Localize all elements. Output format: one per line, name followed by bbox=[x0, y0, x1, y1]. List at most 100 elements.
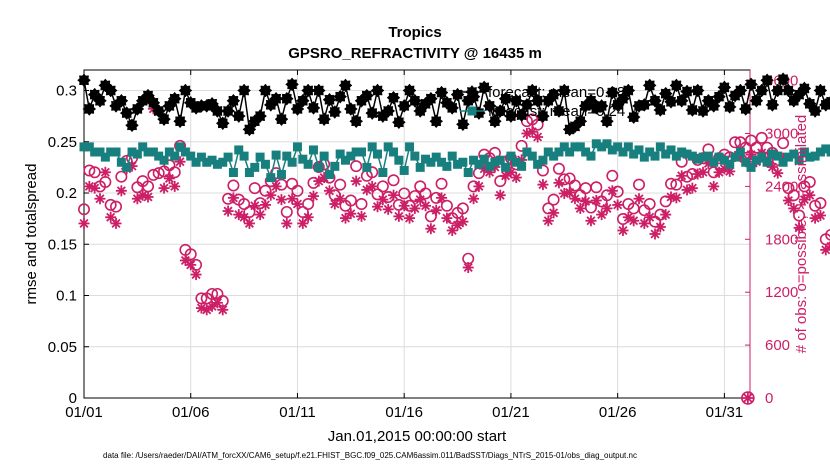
obs-assimilated-point bbox=[382, 203, 394, 215]
asterisk-stroke bbox=[314, 176, 324, 186]
obs-possible-point bbox=[440, 199, 453, 212]
rmse-point bbox=[717, 80, 732, 95]
asterisk-stroke bbox=[586, 216, 596, 226]
rmse-point bbox=[381, 104, 396, 118]
obs-possible-point bbox=[248, 182, 261, 195]
obs-possible-point bbox=[547, 193, 560, 206]
totalspread-point bbox=[159, 155, 169, 165]
totalspread-point bbox=[714, 152, 724, 162]
totalspread-point bbox=[645, 147, 655, 157]
obs-assimilated-point bbox=[468, 193, 480, 205]
totalspread-point bbox=[357, 147, 366, 157]
rmse-point bbox=[824, 96, 830, 108]
obs-assimilated-point bbox=[601, 202, 613, 214]
obs-assimilated-point bbox=[217, 304, 229, 316]
totalspread-point bbox=[271, 150, 281, 160]
obs-possible-point bbox=[606, 169, 619, 182]
obs-assimilated-point bbox=[542, 215, 554, 227]
totalspread-point bbox=[202, 157, 212, 167]
rmse-point bbox=[738, 102, 753, 116]
rmse-point bbox=[215, 116, 230, 131]
totalspread-point bbox=[783, 152, 793, 162]
asterisk-stroke bbox=[143, 192, 153, 202]
totalspread-point bbox=[447, 151, 457, 161]
asterisk-stroke bbox=[773, 168, 783, 178]
rmse-point bbox=[600, 114, 614, 129]
totalspread-point bbox=[218, 157, 228, 167]
obs-assimilated-point bbox=[227, 192, 239, 204]
legend-spread-marker bbox=[467, 106, 477, 116]
obs-assimilated-point bbox=[291, 198, 303, 210]
obs-assimilated-point bbox=[510, 172, 522, 184]
totalspread-point bbox=[308, 145, 318, 155]
totalspread-point bbox=[282, 151, 292, 161]
obs-assimilated-point bbox=[644, 211, 656, 223]
totalspread-point bbox=[116, 157, 126, 167]
asterisk-stroke bbox=[506, 167, 516, 177]
rmse-point bbox=[530, 93, 545, 108]
obs-possible-point bbox=[435, 177, 448, 190]
obs-assimilated-point bbox=[612, 199, 624, 211]
obs-possible-point bbox=[115, 170, 128, 183]
asterisk-stroke bbox=[645, 212, 655, 222]
rmse-point bbox=[573, 114, 588, 129]
obs-assimilated-point bbox=[356, 210, 367, 222]
obs-assimilated-point bbox=[457, 216, 469, 228]
rmse-point bbox=[770, 83, 785, 98]
rmse-point bbox=[253, 109, 267, 123]
rmse-point bbox=[680, 84, 694, 99]
totalspread-point bbox=[773, 151, 783, 161]
asterisk-stroke bbox=[95, 194, 105, 204]
totalspread-point bbox=[735, 147, 745, 157]
asterisk-stroke bbox=[789, 203, 799, 213]
rmse-point bbox=[445, 101, 460, 115]
asterisk-stroke bbox=[495, 190, 505, 200]
obs-assimilated-point bbox=[94, 193, 106, 205]
asterisk-stroke bbox=[453, 220, 463, 230]
rmse-point bbox=[557, 83, 572, 98]
totalspread-point bbox=[559, 142, 569, 152]
totalspread-point bbox=[709, 157, 719, 167]
obs-assimilated-point bbox=[185, 259, 197, 271]
totalspread-point bbox=[148, 147, 158, 157]
rmse-point bbox=[781, 83, 796, 98]
rmse-point bbox=[429, 114, 444, 129]
x-axis-label: Jan.01,2015 00:00:00 start bbox=[328, 428, 507, 445]
totalspread-point bbox=[458, 157, 468, 167]
obs-possible-point bbox=[227, 179, 240, 192]
rmse-point bbox=[231, 109, 246, 123]
asterisk-stroke bbox=[116, 186, 126, 196]
rmse-point bbox=[546, 87, 561, 102]
obs-assimilated-point bbox=[660, 209, 672, 221]
asterisk-stroke bbox=[634, 194, 644, 204]
totalspread-point bbox=[607, 145, 617, 155]
asterisk-stroke bbox=[394, 211, 404, 221]
totalspread-point bbox=[314, 162, 324, 172]
obs-end-marker-circle bbox=[741, 391, 755, 405]
rmse-point bbox=[93, 93, 107, 108]
obs-assimilated-point bbox=[654, 221, 666, 233]
totalspread-point bbox=[405, 142, 415, 152]
totalspread-point bbox=[495, 155, 505, 165]
asterisk-stroke bbox=[655, 222, 665, 232]
totalspread-point bbox=[335, 149, 345, 159]
asterisk-stroke bbox=[442, 213, 452, 223]
rmse-point bbox=[402, 83, 417, 98]
asterisk-stroke bbox=[575, 203, 585, 213]
rmse-point bbox=[456, 117, 470, 132]
asterisk-stroke bbox=[794, 223, 804, 233]
totalspread-point bbox=[650, 151, 660, 161]
asterisk-stroke bbox=[175, 157, 185, 167]
totalspread-point bbox=[682, 149, 692, 159]
totalspread-point bbox=[661, 149, 671, 159]
asterisk-stroke bbox=[474, 181, 484, 191]
obs-assimilated-point bbox=[297, 217, 309, 229]
obs-assimilated-point bbox=[409, 202, 421, 214]
rmse-point bbox=[333, 89, 348, 104]
legend-spread-label: forecast: mean=0.24 bbox=[488, 103, 625, 120]
y-axis-right-label: # of obs: o=possible; ∗=assimilated bbox=[793, 115, 810, 354]
asterisk-stroke bbox=[426, 224, 436, 234]
totalspread-point bbox=[543, 147, 553, 157]
totalspread-point bbox=[122, 162, 132, 172]
obs-possible-point bbox=[152, 167, 165, 180]
